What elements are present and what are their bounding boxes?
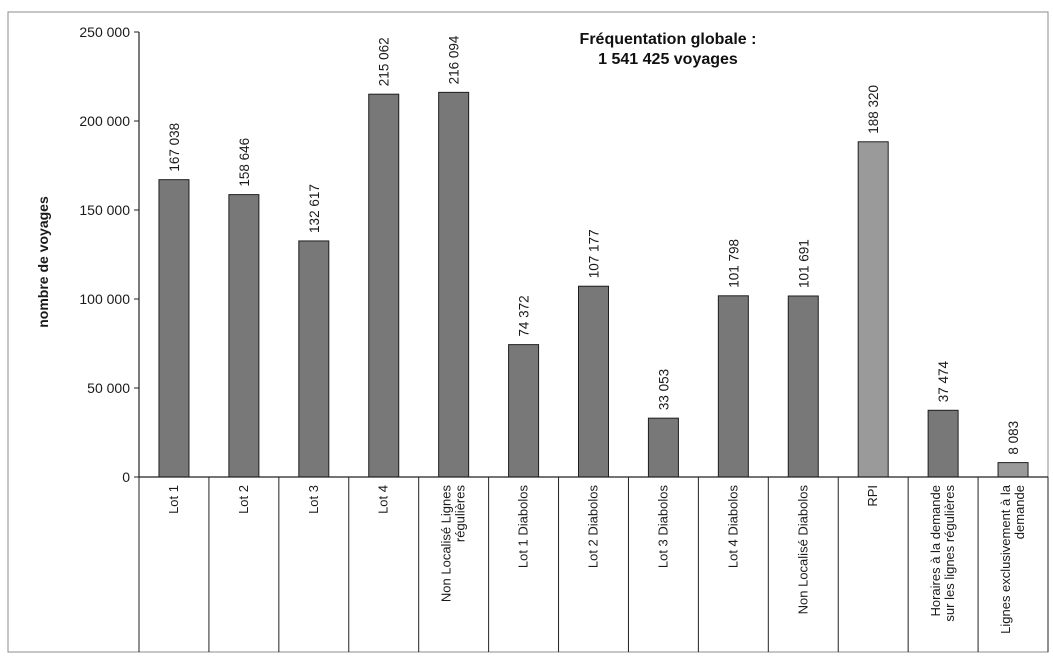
y-axis-label: nombre de voyages [35,196,51,328]
data-label: 37 474 [936,361,951,403]
y-tick-label: 150 000 [79,202,130,218]
category-label: Lot 3 [306,485,321,514]
bar [228,194,260,478]
bar [368,93,400,478]
data-label: 74 372 [517,295,532,336]
chart-frame [7,11,1049,653]
category-label: régulières [453,485,468,543]
data-label: 101 798 [726,239,741,288]
chart-title: Fréquentation globale : [580,31,757,48]
bar [717,295,749,478]
bar [298,240,330,478]
data-label: 167 038 [167,123,182,172]
bar [438,91,470,478]
bar [857,141,889,478]
y-axis-ticks: 0 50 000 100 000 150 000 200 000 250 000 [79,24,139,485]
category-label: Lignes exclusivement à la [998,484,1013,634]
data-label: 158 646 [237,138,252,187]
y-tick-label: 50 000 [87,380,130,396]
data-label: 188 320 [866,85,881,134]
data-label: 107 177 [587,229,602,278]
bar [508,344,540,478]
bar [158,179,190,478]
category-label: Lot 2 [236,485,251,514]
category-label: Non Localisé Diabolos [795,485,810,615]
bar [997,462,1029,478]
data-label: 8 083 [1006,421,1021,455]
category-label: Lot 4 [376,485,391,514]
category-label: Horaires à la demande [928,485,943,617]
category-label: Lot 1 Diabolos [516,485,531,569]
bar [787,295,819,478]
y-tick-label: 0 [122,469,130,485]
category-label: Non Localisé Lignes [439,485,454,603]
bar-series [158,91,1029,478]
y-tick-label: 250 000 [79,24,130,40]
category-label: Lot 2 Diabolos [586,485,601,569]
data-label: 215 062 [377,37,392,86]
chart-subtitle: 1 541 425 voyages [598,51,738,68]
category-label: Lot 4 Diabolos [725,485,740,569]
data-label: 132 617 [307,184,322,233]
data-label: 33 053 [656,369,671,410]
category-label: demande [1012,485,1027,539]
category-label: RPI [865,485,880,507]
y-tick-label: 100 000 [79,291,130,307]
category-table: Lot 1 Lot 2 Lot 3 Lot 4 Non Localisé Lignes r… [138,477,1049,652]
category-label: Lot 3 Diabolos [655,485,670,569]
bar [578,285,609,478]
category-label: sur les lignes régulières [942,485,957,622]
bar [927,409,959,478]
bar [647,417,679,478]
data-label: 101 691 [796,239,811,288]
category-label: Lot 1 [166,485,181,514]
data-labels: 167 038 158 646 132 617 215 062 216 094 74 37… [167,35,1021,455]
data-label: 216 094 [447,35,462,84]
y-tick-label: 200 000 [79,113,130,129]
